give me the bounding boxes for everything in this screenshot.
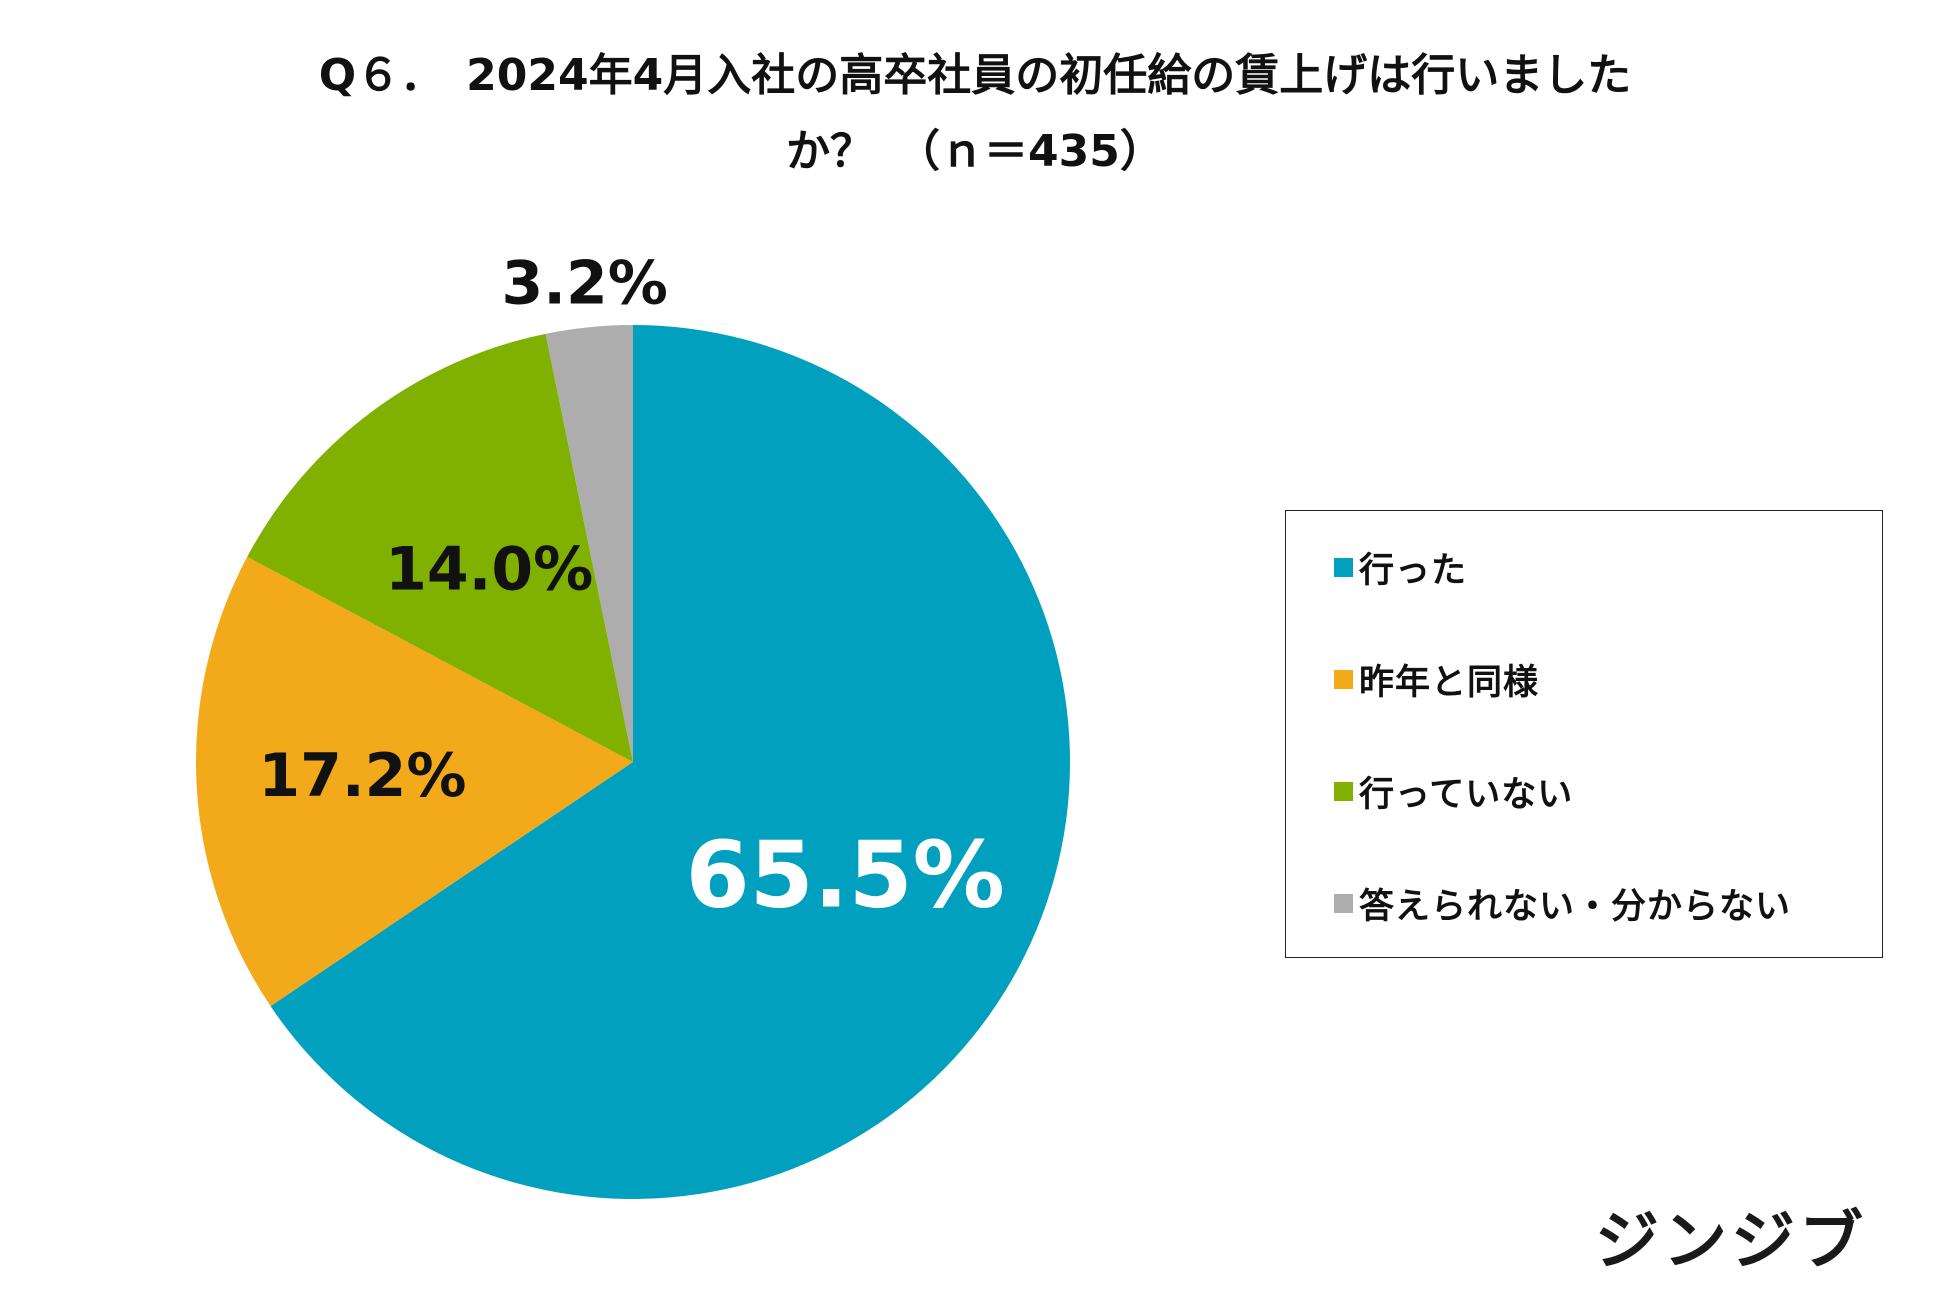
pie-slice-not-done — [247, 333, 633, 762]
legend-swatch-not-done — [1334, 781, 1353, 801]
pie-label-done: 65.5% — [686, 821, 1005, 928]
legend-item-same-as-last-year: 昨年と同様 — [1334, 657, 1539, 703]
legend: 行った 昨年と同様 行っていない 答えられない・分からない — [1285, 510, 1883, 958]
legend-swatch-done — [1334, 557, 1353, 577]
pie-slice-unknown — [545, 325, 633, 762]
legend-label-same-as-last-year: 昨年と同様 — [1359, 662, 1540, 703]
legend-label-done: 行った — [1359, 550, 1468, 591]
pie-label-unknown: 3.2% — [502, 249, 668, 319]
pie-slices — [196, 325, 1070, 1199]
legend-item-not-done: 行っていない — [1334, 769, 1573, 815]
legend-item-unknown: 答えられない・分からない — [1334, 881, 1791, 927]
legend-item-done: 行った — [1334, 545, 1467, 591]
pie-label-same-as-last-year: 17.2% — [258, 741, 466, 811]
legend-swatch-same-as-last-year — [1334, 669, 1353, 689]
brand-logo: ジンジブ — [1595, 1205, 1867, 1279]
chart-title-line-1: Q６． 2024年4月入社の高卒社員の初任給の賃上げは行いました — [318, 50, 1632, 101]
legend-label-unknown: 答えられない・分からない — [1359, 886, 1792, 927]
pie-value-labels: 65.5% 17.2% 14.0% 3.2% — [258, 249, 1004, 929]
chart-title-line-2: か？ （ｎ＝435） — [786, 126, 1164, 177]
pie-label-not-done: 14.0% — [385, 534, 593, 604]
pie-slice-done — [270, 325, 1070, 1199]
pie-slice-same-as-last-year — [196, 556, 634, 1007]
chart-title: Q６． 2024年4月入社の高卒社員の初任給の賃上げは行いました か？ （ｎ＝4… — [0, 38, 1950, 190]
legend-label-not-done: 行っていない — [1359, 774, 1574, 815]
legend-swatch-unknown — [1334, 893, 1353, 913]
